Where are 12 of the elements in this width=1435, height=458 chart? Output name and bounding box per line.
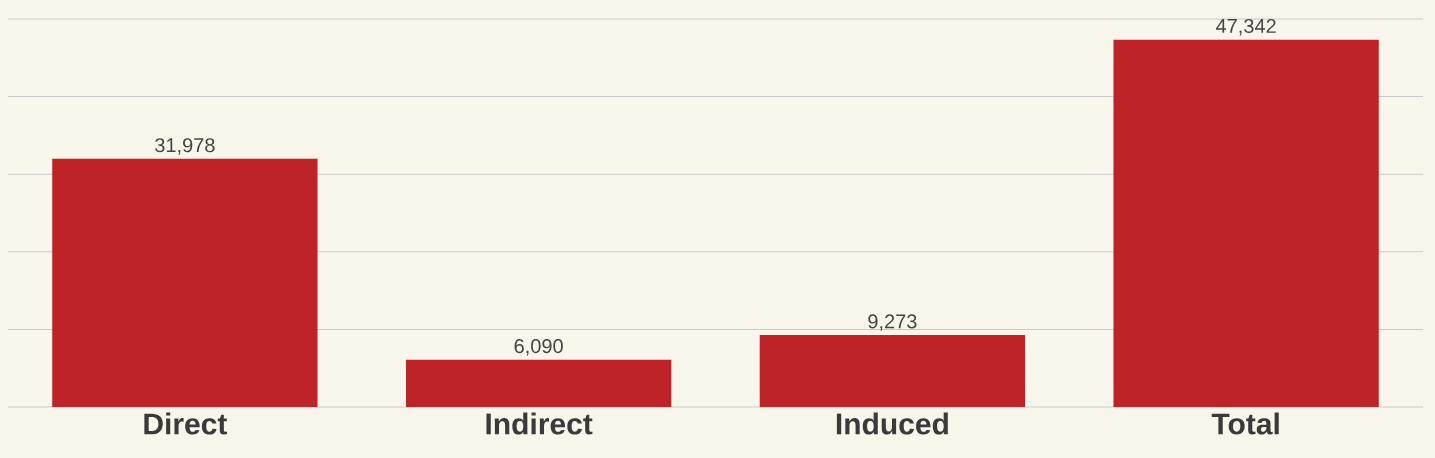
x-tick-label: Induced <box>836 412 948 435</box>
bar <box>1113 39 1379 407</box>
bar <box>759 335 1026 407</box>
x-tick-label: Direct <box>144 412 228 435</box>
x-tick-label: Total <box>1211 412 1279 435</box>
x-tick-label: Indirect <box>486 412 593 435</box>
data-label: 31,978 <box>155 138 215 155</box>
bar <box>52 158 318 407</box>
data-label: 9,273 <box>868 314 917 331</box>
bar <box>405 359 672 407</box>
data-label: 47,342 <box>1215 18 1276 36</box>
data-label: 6,090 <box>514 339 563 356</box>
